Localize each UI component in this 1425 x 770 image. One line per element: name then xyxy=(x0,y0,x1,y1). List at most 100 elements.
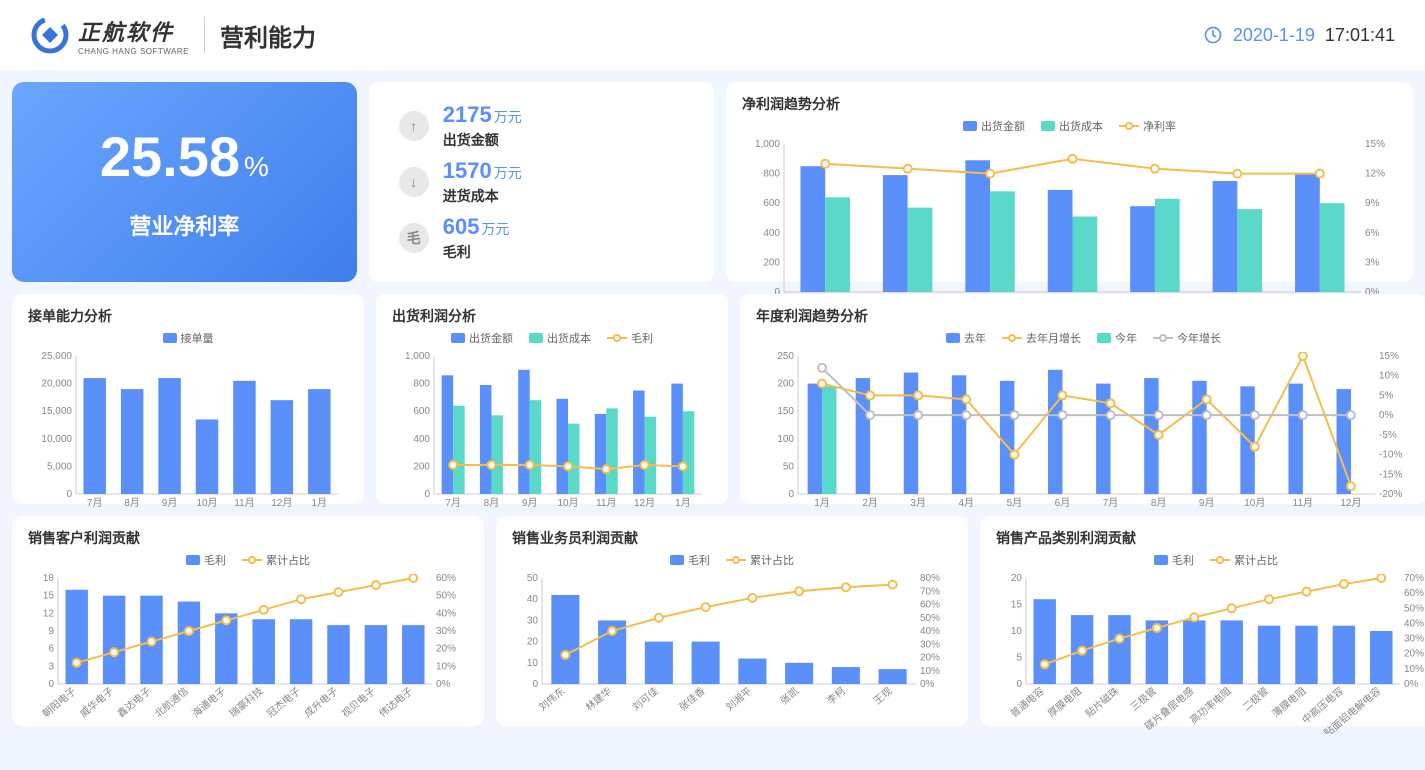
svg-text:100: 100 xyxy=(777,434,794,445)
chart-customer: 销售客户利润贡献 毛利累计占比 03691215180%10%20%30%40%… xyxy=(12,516,484,726)
time-text: 17:01:41 xyxy=(1325,25,1395,46)
svg-text:30: 30 xyxy=(527,615,539,626)
legend-item: 累计占比 xyxy=(1210,552,1278,568)
svg-text:10: 10 xyxy=(527,658,539,669)
svg-text:普通电容: 普通电容 xyxy=(1008,684,1047,720)
stat-icon: ↑ xyxy=(399,111,429,141)
stat-row: ↑ 2175万元 出货金额 xyxy=(399,102,684,150)
svg-text:10%: 10% xyxy=(1379,371,1399,382)
svg-text:6月: 6月 xyxy=(1055,497,1071,509)
svg-text:1月: 1月 xyxy=(814,497,830,509)
svg-text:1,000: 1,000 xyxy=(405,352,430,362)
svg-text:10月: 10月 xyxy=(557,497,578,509)
chart-legend: 接单量 xyxy=(28,330,348,346)
chart-title: 出货利润分析 xyxy=(392,306,712,326)
svg-text:6%: 6% xyxy=(1365,228,1380,239)
svg-text:刘伟东: 刘伟东 xyxy=(536,684,567,713)
svg-text:20,000: 20,000 xyxy=(41,379,72,390)
svg-text:冠杰电子: 冠杰电子 xyxy=(264,684,303,720)
legend-item: 出货成本 xyxy=(1041,118,1103,134)
chart-svg: 051015200%10%20%30%40%50%60%70%普通电容厚膜电阻贴… xyxy=(996,574,1425,734)
svg-text:0%: 0% xyxy=(1404,679,1419,690)
svg-text:60%: 60% xyxy=(436,574,456,584)
clock-icon xyxy=(1203,25,1223,45)
stat-label: 毛利 xyxy=(443,242,510,262)
svg-text:薄膜电阻: 薄膜电阻 xyxy=(1269,684,1308,720)
legend-item: 毛利 xyxy=(607,330,653,346)
svg-text:5%: 5% xyxy=(1379,390,1394,401)
svg-text:王现: 王现 xyxy=(872,685,895,707)
svg-text:10,000: 10,000 xyxy=(41,434,72,445)
svg-text:15: 15 xyxy=(1011,600,1023,611)
svg-text:30%: 30% xyxy=(920,639,940,650)
chart-order: 接单能力分析 接单量 05,00010,00015,00020,00025,00… xyxy=(12,294,364,504)
svg-text:瑞豪科技: 瑞豪科技 xyxy=(227,684,266,720)
chart-title: 年度利润趋势分析 xyxy=(756,306,1411,326)
svg-text:20%: 20% xyxy=(1404,649,1424,660)
svg-text:30%: 30% xyxy=(436,626,456,637)
chart-sales: 销售业务员利润贡献 毛利累计占比 010203040500%10%20%30%4… xyxy=(496,516,968,726)
svg-text:7月: 7月 xyxy=(1103,497,1119,509)
svg-text:10%: 10% xyxy=(920,666,940,677)
svg-text:9%: 9% xyxy=(1365,198,1380,209)
svg-text:4月: 4月 xyxy=(959,497,975,509)
chart-annual: 年度利润趋势分析 去年去年月增长今年今年增长 050100150200250-2… xyxy=(740,294,1425,504)
svg-text:800: 800 xyxy=(763,169,780,180)
svg-text:12%: 12% xyxy=(1365,169,1385,180)
svg-text:600: 600 xyxy=(413,406,430,417)
chart-svg: 02004006008001,0007月8月9月10月11月12月1月 xyxy=(392,352,712,512)
divider xyxy=(204,17,205,53)
svg-text:11月: 11月 xyxy=(1293,497,1313,509)
time-area: 2020-1-19 17:01:41 xyxy=(1203,25,1395,46)
chart-title: 净利润趋势分析 xyxy=(742,94,1397,114)
chart-product: 销售产品类别利润贡献 毛利累计占比 051015200%10%20%30%40%… xyxy=(980,516,1425,726)
svg-text:0%: 0% xyxy=(1379,410,1394,421)
stat-icon: ↓ xyxy=(399,167,429,197)
legend-item: 净利率 xyxy=(1119,118,1176,134)
chart-svg: 03691215180%10%20%30%40%50%60%朝阳电子威华电子鑫达… xyxy=(28,574,468,734)
svg-text:15%: 15% xyxy=(1365,140,1385,150)
svg-text:5月: 5月 xyxy=(1007,497,1023,509)
svg-text:北航通信: 北航通信 xyxy=(152,684,191,720)
svg-text:150: 150 xyxy=(777,406,794,417)
svg-text:18: 18 xyxy=(43,574,55,584)
svg-text:15%: 15% xyxy=(1379,352,1399,362)
legend-item: 今年增长 xyxy=(1153,330,1221,346)
chart-svg: 02004006008001,0000%3%6%9%12%15%7月8月9月10… xyxy=(742,140,1397,310)
svg-text:9月: 9月 xyxy=(1199,497,1215,509)
legend-item: 去年 xyxy=(946,330,986,346)
legend-item: 出货金额 xyxy=(451,330,513,346)
logo-text-en: CHANG HANG SOFTWARE xyxy=(78,47,189,56)
svg-text:朝阳电子: 朝阳电子 xyxy=(40,684,79,720)
svg-text:3: 3 xyxy=(48,661,54,672)
svg-text:3%: 3% xyxy=(1365,257,1380,268)
svg-text:1月: 1月 xyxy=(675,497,691,509)
svg-text:50%: 50% xyxy=(436,591,456,602)
kpi-label: 营业净利率 xyxy=(129,209,239,241)
svg-text:7月: 7月 xyxy=(445,497,461,509)
svg-text:鑫达电子: 鑫达电子 xyxy=(114,684,153,720)
svg-text:11月: 11月 xyxy=(596,497,616,509)
svg-text:70%: 70% xyxy=(1404,574,1424,584)
legend-item: 毛利 xyxy=(670,552,710,568)
chart-svg: 010203040500%10%20%30%40%50%60%70%80%刘伟东… xyxy=(512,574,952,734)
chart-legend: 毛利累计占比 xyxy=(28,552,468,568)
svg-text:0: 0 xyxy=(532,679,538,690)
stat-label: 进货成本 xyxy=(443,186,522,206)
svg-text:10月: 10月 xyxy=(196,497,217,509)
svg-text:8月: 8月 xyxy=(1151,497,1167,509)
svg-text:-15%: -15% xyxy=(1379,469,1402,480)
stat-icon: 毛 xyxy=(399,223,429,253)
svg-text:12月: 12月 xyxy=(1340,497,1361,509)
svg-text:11月: 11月 xyxy=(234,497,254,509)
svg-text:伟达电子: 伟达电子 xyxy=(376,684,415,720)
svg-text:40: 40 xyxy=(527,594,539,605)
logo-text-cn: 正航软件 xyxy=(78,15,189,47)
svg-text:9月: 9月 xyxy=(522,497,538,509)
svg-text:60%: 60% xyxy=(1404,588,1424,599)
legend-item: 累计占比 xyxy=(242,552,310,568)
svg-text:1,000: 1,000 xyxy=(755,140,780,150)
svg-text:200: 200 xyxy=(777,379,794,390)
svg-text:25,000: 25,000 xyxy=(41,352,72,362)
svg-text:成升电子: 成升电子 xyxy=(301,684,340,720)
